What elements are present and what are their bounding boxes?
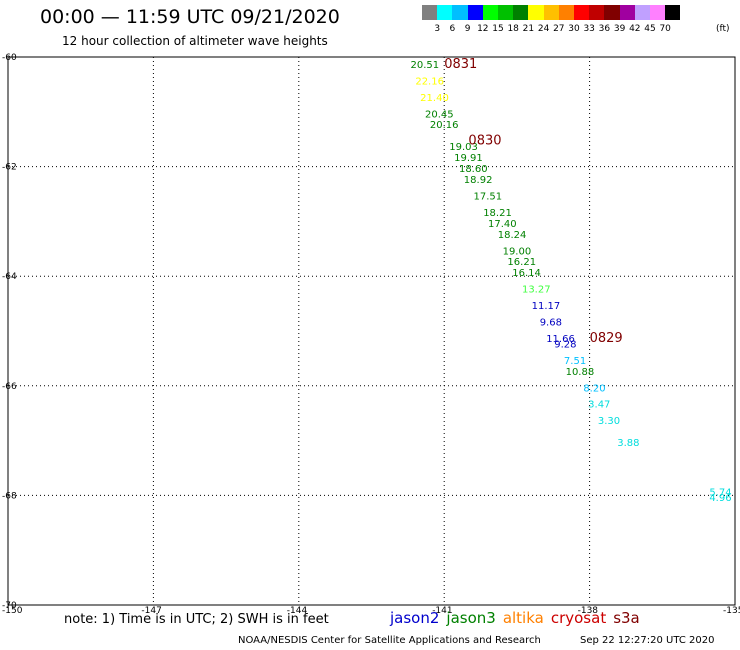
wave-height-value: 10.88: [566, 367, 595, 378]
color-scale-label: 30: [568, 24, 580, 34]
wave-height-value: 18.92: [464, 175, 493, 186]
wave-height-value: 19.03: [449, 142, 478, 153]
y-tick-label: -68: [2, 491, 17, 501]
wave-height-value: 8.20: [583, 383, 605, 394]
color-scale-label: 24: [537, 24, 550, 34]
wave-height-value: 3.47: [588, 400, 610, 411]
color-swatch: [589, 5, 605, 20]
color-swatch: [574, 5, 590, 20]
pass-time-labels: 0831 0830 0829: [444, 57, 622, 346]
color-scale-label: 39: [613, 24, 626, 34]
pass-time-label: 0831: [444, 57, 477, 72]
wave-height-value: 18.21: [483, 208, 512, 219]
color-swatch: [513, 5, 529, 20]
x-tick-label: -135: [723, 606, 740, 616]
wave-height-value: 11.17: [532, 301, 561, 312]
x-tick-label: -147: [141, 606, 161, 616]
y-tick-label: -64: [2, 272, 17, 282]
wave-height-value: 9.28: [554, 339, 576, 350]
wave-height-value: 18.60: [459, 164, 488, 175]
color-scale-label: 70: [659, 24, 671, 34]
legend-item-altika: altika: [502, 609, 544, 627]
color-scale-label: 6: [449, 24, 456, 34]
color-swatch: [452, 5, 468, 20]
y-tick-label: -70: [2, 601, 17, 611]
color-swatch: [604, 5, 620, 20]
wave-height-value: 19.91: [454, 153, 483, 164]
x-tick-label: -138: [578, 606, 599, 616]
color-swatch: [467, 5, 483, 20]
color-scale-label: 36: [598, 24, 611, 34]
legend-item-s3a: s3a: [613, 609, 640, 627]
color-swatch: [558, 5, 574, 20]
axis-ticks: -150 -147 -144 -141 -138 -135 -60 -62 -64 -66 -68 -…: [2, 53, 740, 616]
color-swatch: [528, 5, 544, 20]
wave-height-value: 17.40: [488, 219, 517, 230]
chart-title: 00:00 — 11:59 UTC 09/21/2020: [40, 6, 340, 28]
color-swatch: [482, 5, 498, 20]
wave-height-value: 17.51: [473, 191, 502, 202]
wave-height-value: 3.88: [617, 438, 639, 449]
color-swatch: [437, 5, 453, 20]
color-scale-label: 27: [553, 24, 565, 34]
wave-height-value: 20.51: [410, 60, 439, 71]
color-scale-label: 15: [492, 24, 504, 34]
footnote: note: 1) Time is in UTC; 2) SWH is in fe…: [64, 612, 329, 627]
pass-time-label: 0829: [590, 331, 623, 346]
chart-subtitle: 12 hour collection of altimeter wave hei…: [62, 34, 328, 48]
wave-height-value: 18.24: [498, 230, 527, 241]
color-swatch: [543, 5, 559, 20]
x-tick-label: -141: [432, 606, 452, 616]
color-scale-label: 12: [477, 24, 489, 34]
wave-height-value: 7.51: [564, 356, 586, 367]
legend-item-jason3: jason3: [446, 609, 496, 627]
color-swatch: [619, 5, 635, 20]
wave-height-value: 11.66: [546, 334, 575, 345]
color-scale-label: 45: [644, 24, 656, 34]
x-tick-label: -144: [287, 606, 308, 616]
y-tick-label: -66: [2, 382, 17, 392]
wave-height-value: 19.00: [503, 246, 532, 257]
legend-item-cryosat: cryosat: [550, 609, 607, 627]
y-tick-label: -62: [2, 163, 17, 173]
color-swatch: [650, 5, 666, 20]
pass-time-label: 0830: [468, 134, 501, 149]
color-scale-label: 42: [629, 24, 641, 34]
wave-height-value: 3.30: [598, 416, 620, 427]
wave-height-value: 4.96: [709, 493, 731, 504]
credit-text: NOAA/NESDIS Center for Satellite Applica…: [238, 635, 541, 646]
color-scale-label: 21: [522, 24, 535, 34]
x-tick-label: -150: [2, 606, 23, 616]
color-swatch: [422, 5, 438, 20]
plot-frame: [7, 56, 736, 606]
generated-timestamp: Sep 22 12:27:20 UTC 2020: [580, 635, 715, 646]
wave-height-value: 21.40: [420, 93, 449, 104]
plot-grid: [8, 57, 735, 605]
plot-border: [7, 56, 736, 606]
wave-height-value: 20.45: [425, 109, 454, 120]
color-swatch: [498, 5, 514, 20]
satellite-legend: jason2 jason3 altika cryosat s3a: [390, 609, 647, 627]
wave-height-value: 5.74: [709, 487, 731, 498]
color-swatch: [634, 5, 650, 20]
color-scale-label: 18: [507, 24, 519, 34]
color-swatch: [665, 5, 681, 20]
wave-height-value: 22.16: [415, 76, 444, 87]
wave-height-value: 20.16: [430, 120, 459, 131]
y-tick-label: -60: [2, 53, 17, 63]
wave-height-value: 9.68: [540, 318, 562, 329]
legend-item-jason2: jason2: [390, 609, 440, 627]
color-scale-label: 9: [464, 24, 471, 34]
wave-height-value: 13.27: [522, 285, 551, 296]
wave-height-value: 16.14: [512, 268, 541, 279]
color-scale-unit: (ft): [716, 24, 730, 34]
color-scale-label: 3: [434, 24, 441, 34]
wave-height-value: 16.21: [507, 257, 536, 268]
color-scale-label: 33: [583, 24, 595, 34]
